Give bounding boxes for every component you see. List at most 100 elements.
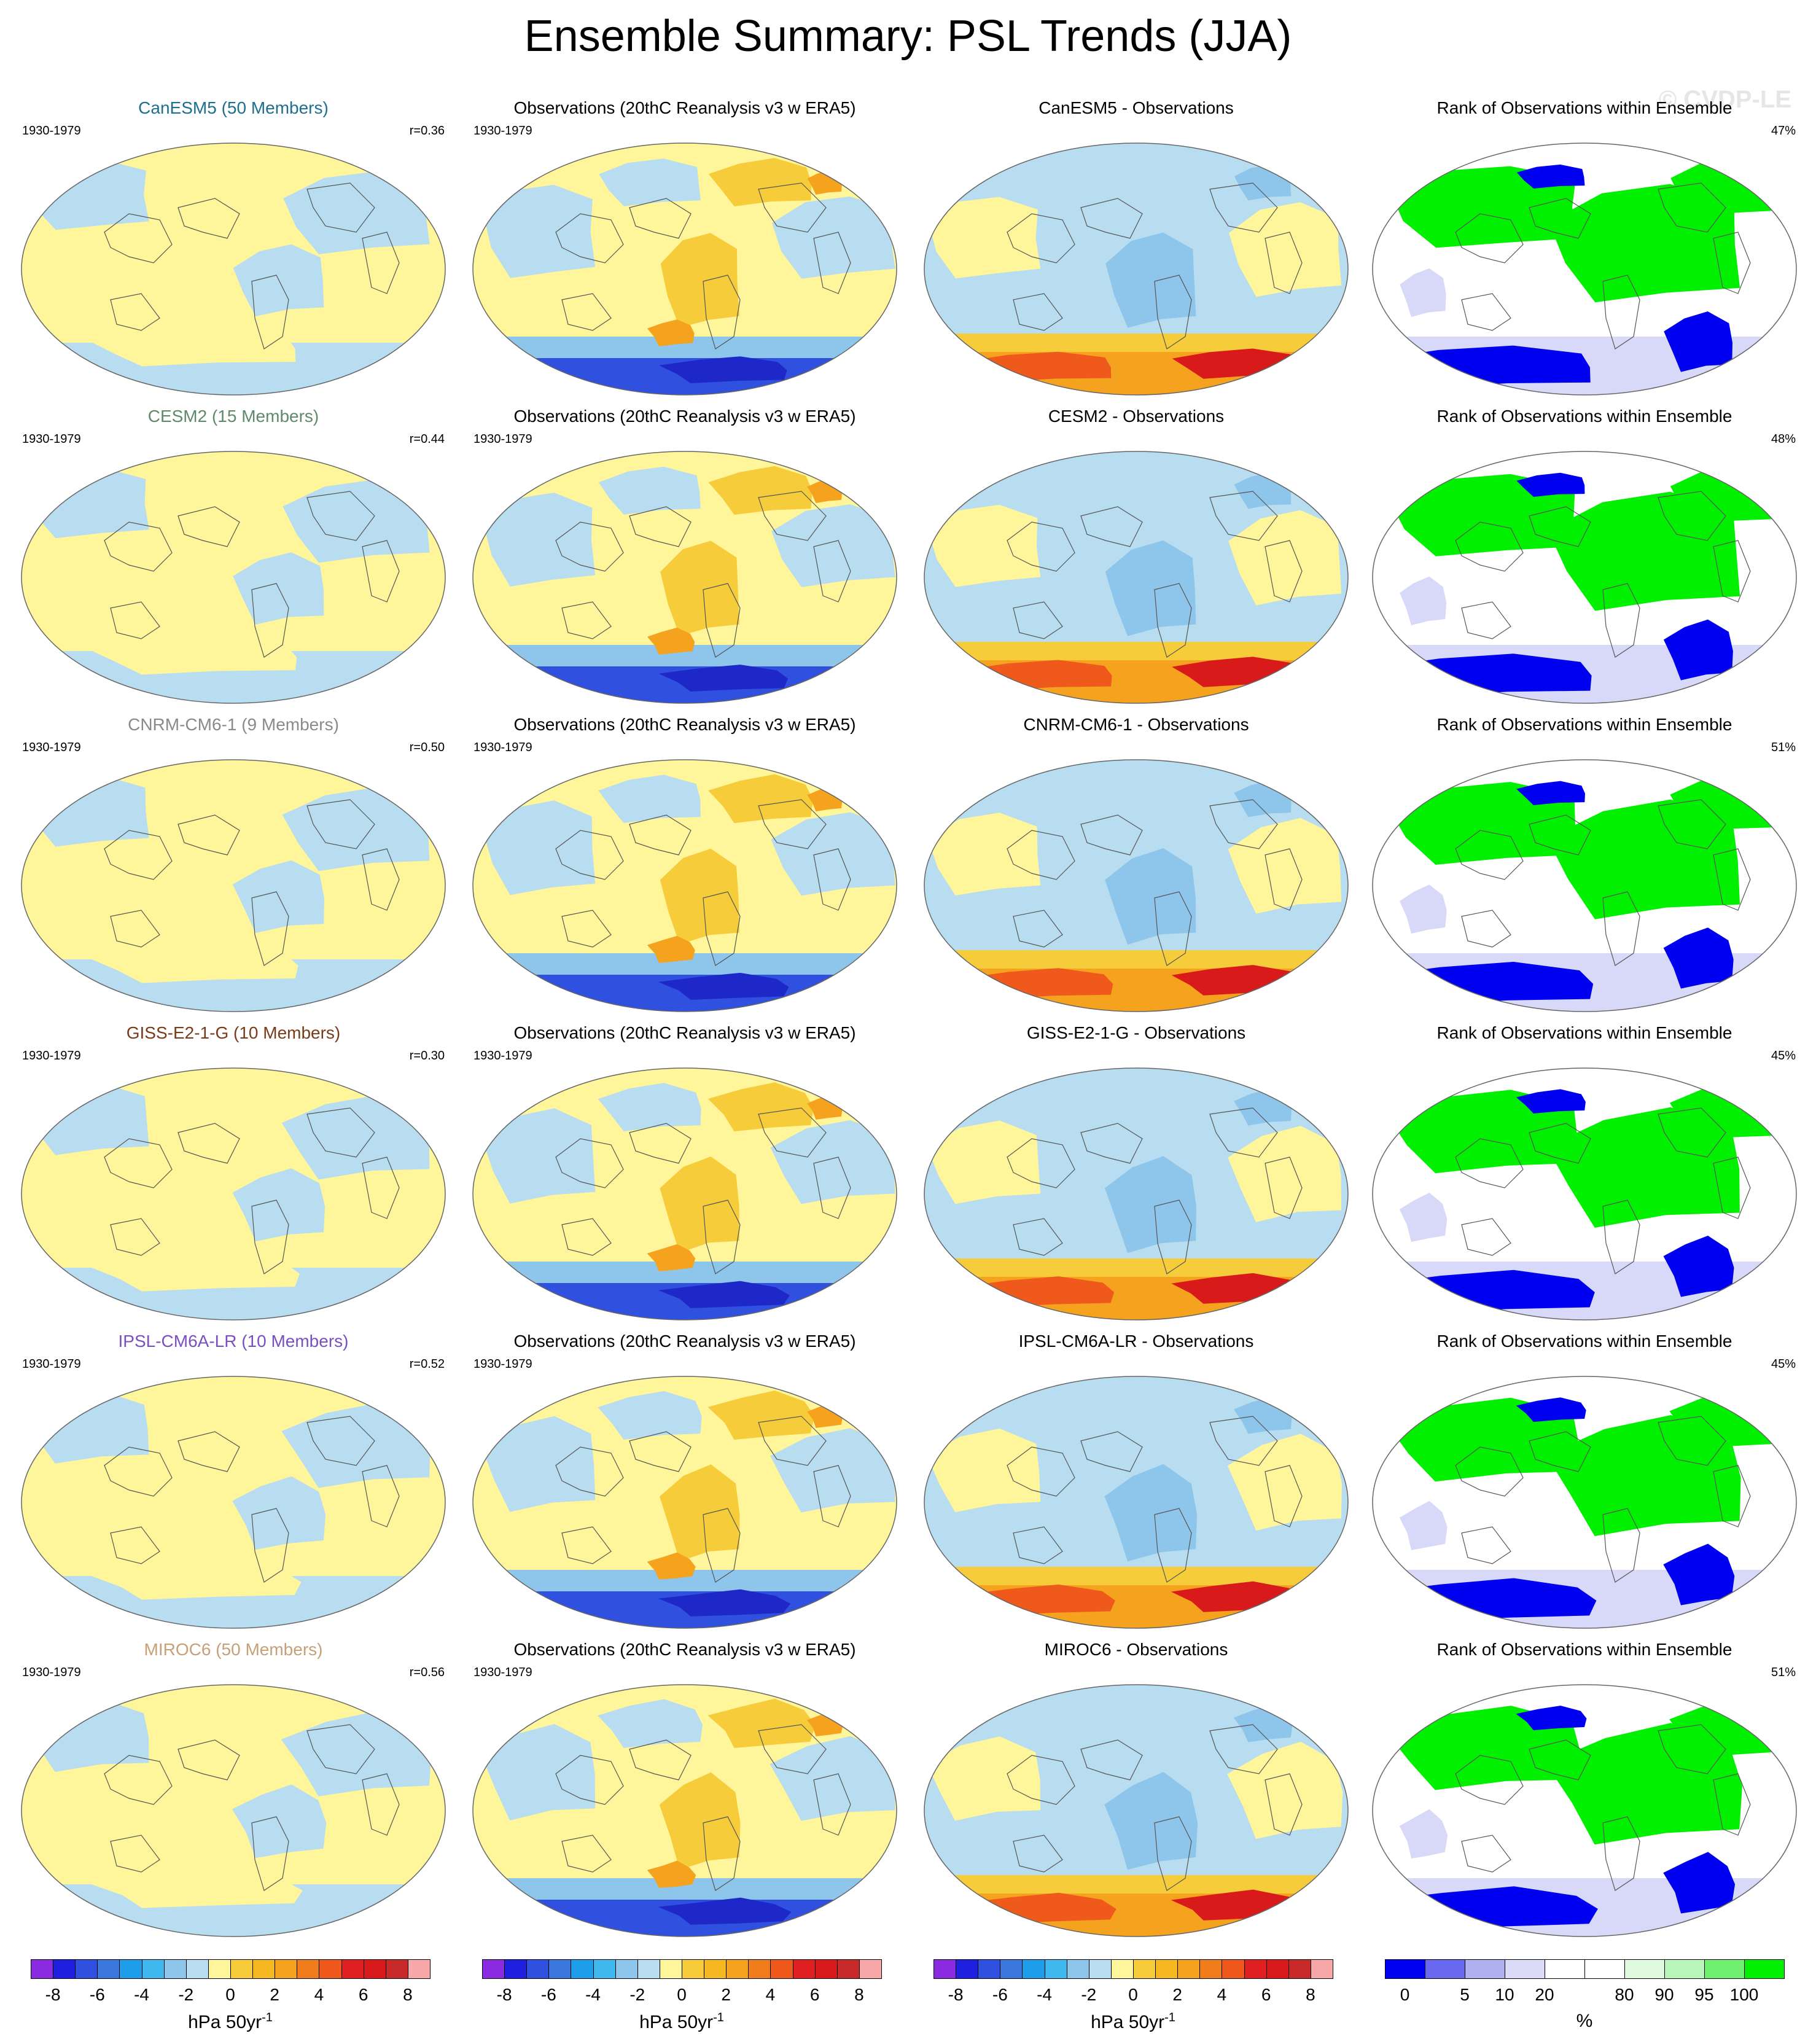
rank-panel: Rank of Observations within Ensemble 51% <box>1363 1640 1806 1948</box>
rank-percent-label: 51% <box>1771 1666 1796 1679</box>
units-exponent: -1 <box>713 2011 724 2024</box>
colorbar-tick-label: 20 <box>1535 1985 1554 2004</box>
colorbar-tick-label: 80 <box>1615 1985 1634 2004</box>
obs-panel: Observations (20thC Reanalysis v3 w ERA5… <box>464 1332 906 1640</box>
colorbar-tick-label: 2 <box>721 1985 731 2004</box>
rank-panel-title: Rank of Observations within Ensemble <box>1436 98 1732 117</box>
model-panel-title: IPSL-CM6A-LR (10 Members) <box>118 1332 349 1351</box>
colorbar-swatch <box>593 1959 616 1979</box>
colorbar-tick-label: 8 <box>854 1985 864 2004</box>
colorbar-swatch <box>482 1959 505 1979</box>
period-label: 1930-1979 <box>22 741 81 754</box>
rank-panel-title: Rank of Observations within Ensemble <box>1436 1332 1732 1351</box>
model-panel: IPSL-CM6A-LR (10 Members) 1930-1979 r=0.52 <box>12 1332 454 1640</box>
model-panel: CESM2 (15 Members) 1930-1979 r=0.44 <box>12 407 454 715</box>
diff-panel: GISS-E2-1-G - Observations <box>915 1023 1357 1332</box>
model-map <box>21 142 446 396</box>
colorbar-swatch <box>163 1959 187 1979</box>
colorbar-swatch <box>141 1959 165 1979</box>
rank-panel-title: Rank of Observations within Ensemble <box>1436 715 1732 734</box>
colorbar-units-label: % <box>1576 2011 1593 2031</box>
colorbar-tick-label: 4 <box>765 1985 776 2004</box>
period-label: 1930-1979 <box>22 1666 81 1679</box>
obs-panel: Observations (20thC Reanalysis v3 w ERA5… <box>464 1640 906 1948</box>
rank-panel-title: Rank of Observations within Ensemble <box>1436 1640 1732 1659</box>
diff-panel: CanESM5 - Observations <box>915 98 1357 407</box>
colorbar-tick-label: -6 <box>540 1985 556 2004</box>
model-panel: CNRM-CM6-1 (9 Members) 1930-1979 r=0.50 <box>12 715 454 1023</box>
difference-panel-title: IPSL-CM6A-LR - Observations <box>1018 1332 1254 1351</box>
colorbar-swatch <box>53 1959 76 1979</box>
rank-percent-label: 45% <box>1771 1049 1796 1063</box>
colorbar-tick-label: 90 <box>1654 1985 1674 2004</box>
difference-panel-title: MIROC6 - Observations <box>1044 1640 1228 1659</box>
model-map <box>21 1067 446 1320</box>
correlation-label: r=0.30 <box>409 1049 445 1063</box>
rank-panel-title: Rank of Observations within Ensemble <box>1436 1023 1732 1042</box>
colorbar-swatch <box>75 1959 98 1979</box>
colorbar-swatch <box>1266 1959 1289 1979</box>
colorbar-swatch <box>726 1959 749 1979</box>
model-map <box>21 759 446 1012</box>
colorbar-swatch <box>385 1959 408 1979</box>
colorbar-swatch <box>859 1959 882 1979</box>
model-map <box>21 1684 446 1937</box>
figure-title: Ensemble Summary: PSL Trends (JJA) <box>524 12 1292 61</box>
rank-percent-label: 45% <box>1771 1357 1796 1371</box>
colorbar-swatch <box>956 1959 979 1979</box>
colorbar-swatch <box>548 1959 572 1979</box>
rank-map <box>1372 451 1797 704</box>
colorbar-swatch <box>814 1959 838 1979</box>
colorbar-swatch <box>748 1959 771 1979</box>
rank-panel: Rank of Observations within Ensemble 51% <box>1363 715 1806 1023</box>
colorbar-swatch <box>119 1959 142 1979</box>
colorbar-swatch <box>836 1959 860 1979</box>
colorbar-swatch <box>933 1959 957 1979</box>
period-label: 1930-1979 <box>473 1049 532 1063</box>
colorbar-swatch <box>31 1959 54 1979</box>
observations-panel-title: Observations (20thC Reanalysis v3 w ERA5… <box>513 1023 856 1042</box>
diff-map <box>924 142 1349 396</box>
colorbar-tick-label: 0 <box>1128 1985 1138 2004</box>
colorbar-units-label: hPa 50yr-1 <box>1091 2011 1175 2033</box>
rank-map <box>1372 759 1797 1012</box>
difference-panel-title: CNRM-CM6-1 - Observations <box>1023 715 1249 734</box>
obs-map <box>472 451 897 704</box>
colorbar-swatch <box>341 1959 364 1979</box>
colorbar-swatch <box>615 1959 638 1979</box>
colorbar-units-label: hPa 50yr-1 <box>188 2011 273 2033</box>
colorbar-swatch <box>659 1959 682 1979</box>
observations-panel-title: Observations (20thC Reanalysis v3 w ERA5… <box>513 407 856 426</box>
rank-panel: Rank of Observations within Ensemble 48% <box>1363 407 1806 715</box>
obs-panel: Observations (20thC Reanalysis v3 w ERA5… <box>464 1023 906 1332</box>
colorbar-swatch <box>1088 1959 1112 1979</box>
rank-percent-label: 47% <box>1771 124 1796 138</box>
period-label: 1930-1979 <box>473 1357 532 1371</box>
difference-panel-title: CanESM5 - Observations <box>1039 98 1234 117</box>
period-label: 1930-1979 <box>473 741 532 754</box>
rank-map <box>1372 1067 1797 1320</box>
observations-panel-title: Observations (20thC Reanalysis v3 w ERA5… <box>513 1640 856 1659</box>
rank-map <box>1372 142 1797 396</box>
obs-panel: Observations (20thC Reanalysis v3 w ERA5… <box>464 98 906 407</box>
colorbar-swatch <box>230 1959 254 1979</box>
period-label: 1930-1979 <box>473 1666 532 1679</box>
colorbar-swatch <box>407 1959 431 1979</box>
colorbar-swatch <box>1244 1959 1267 1979</box>
rank-panel: Rank of Observations within Ensemble 45% <box>1363 1332 1806 1640</box>
diff-panel: CNRM-CM6-1 - Observations <box>915 715 1357 1023</box>
colorbar-tick-label: 5 <box>1460 1985 1470 2004</box>
rank-map <box>1372 1376 1797 1629</box>
model-panel-title: CNRM-CM6-1 (9 Members) <box>128 715 339 734</box>
obs-map <box>472 1376 897 1629</box>
colorbar-swatch <box>1133 1959 1156 1979</box>
obs-map <box>472 759 897 1012</box>
colorbar-units-label: hPa 50yr-1 <box>639 2011 724 2033</box>
observations-panel-title: Observations (20thC Reanalysis v3 w ERA5… <box>513 1332 856 1351</box>
colorbar-tick-label: -8 <box>45 1985 61 2004</box>
period-label: 1930-1979 <box>22 432 81 446</box>
colorbar-swatch <box>1022 1959 1045 1979</box>
colorbar-swatch <box>978 1959 1001 1979</box>
colorbar-tick-label: 6 <box>1261 1985 1271 2004</box>
obs-map <box>472 1684 897 1937</box>
